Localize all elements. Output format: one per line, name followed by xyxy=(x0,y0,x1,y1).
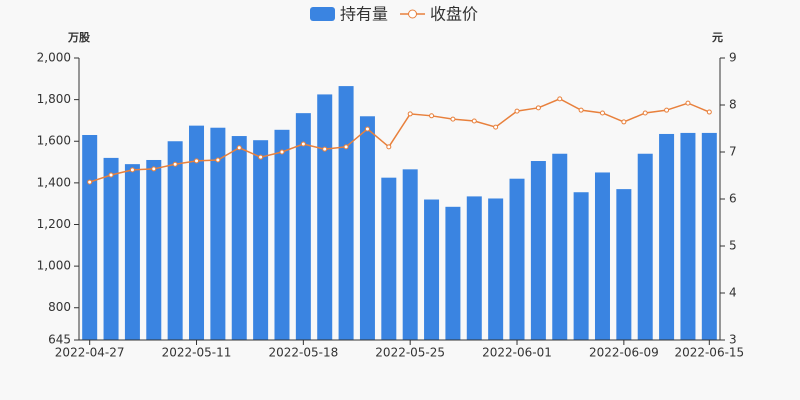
price-point xyxy=(129,167,135,173)
price-point xyxy=(557,96,563,102)
price-point xyxy=(642,110,648,116)
price-point xyxy=(343,144,349,150)
bar xyxy=(701,132,717,340)
y2-tick-label: 8 xyxy=(729,98,737,112)
x-tick-label: 2022-06-09 xyxy=(589,346,659,360)
y-tick-label: 1,600 xyxy=(37,134,71,148)
price-line xyxy=(89,98,710,183)
bar xyxy=(82,135,98,340)
price-point xyxy=(599,110,605,116)
price-point xyxy=(300,141,306,147)
x-tick-label: 2022-04-27 xyxy=(55,346,125,360)
price-point xyxy=(215,157,221,163)
bar xyxy=(488,198,504,340)
x-tick-label: 2022-05-11 xyxy=(162,346,232,360)
bar xyxy=(274,129,290,340)
y2-tick-label: 6 xyxy=(729,192,737,206)
legend-label: 持有量 xyxy=(340,5,388,24)
bar xyxy=(659,133,675,340)
price-point xyxy=(258,154,264,160)
price-point xyxy=(514,108,520,114)
bar xyxy=(167,141,183,340)
y-tick-label: 1,400 xyxy=(37,175,71,189)
price-point xyxy=(87,179,93,185)
price-point xyxy=(151,166,157,172)
price-point xyxy=(386,144,392,150)
y2-tick-label: 9 xyxy=(729,51,737,65)
bar xyxy=(402,169,418,340)
bar xyxy=(466,196,482,340)
x-tick-label: 2022-06-15 xyxy=(674,346,744,360)
bar xyxy=(637,153,653,340)
bar xyxy=(253,140,269,340)
price-point xyxy=(108,172,114,178)
price-point xyxy=(706,109,712,115)
price-point xyxy=(493,124,499,130)
price-point xyxy=(364,126,370,132)
bar xyxy=(189,125,205,341)
y2-tick-label: 3 xyxy=(729,333,737,347)
bar xyxy=(381,177,397,340)
y-tick-label: 1,800 xyxy=(37,92,71,106)
bar xyxy=(146,159,162,340)
price-point xyxy=(578,107,584,113)
price-point xyxy=(279,149,285,155)
price-point xyxy=(685,100,691,106)
x-tick-label: 2022-06-01 xyxy=(482,346,552,360)
y2-axis-label: 元 xyxy=(712,31,723,44)
y2-tick-label: 4 xyxy=(729,286,737,300)
legend-swatch xyxy=(408,9,418,19)
bar xyxy=(509,178,525,340)
bar xyxy=(552,153,568,340)
y-tick-label: 800 xyxy=(48,300,71,314)
bar xyxy=(359,116,375,340)
price-point xyxy=(535,105,541,111)
price-point xyxy=(407,111,413,117)
legend-swatch xyxy=(310,7,335,21)
price-point xyxy=(236,145,242,151)
price-point xyxy=(664,107,670,113)
bar xyxy=(594,172,610,340)
bar xyxy=(445,206,461,340)
y-tick-label: 1,200 xyxy=(37,217,71,231)
price-point xyxy=(172,161,178,167)
bar xyxy=(103,157,119,340)
y-tick-label: 645 xyxy=(48,333,71,347)
legend-label: 收盘价 xyxy=(430,5,478,24)
y-axis-label: 万股 xyxy=(67,31,91,44)
bar xyxy=(573,192,589,340)
price-point xyxy=(429,113,435,119)
bar xyxy=(124,164,140,340)
y2-tick-label: 5 xyxy=(729,239,737,253)
bar xyxy=(616,189,632,340)
bar xyxy=(210,127,226,340)
price-point xyxy=(194,158,200,164)
bar xyxy=(317,94,333,341)
bar xyxy=(231,136,247,340)
bar xyxy=(338,86,354,340)
y-tick-label: 1,000 xyxy=(37,259,71,273)
x-tick-label: 2022-05-18 xyxy=(268,346,338,360)
bar xyxy=(680,132,696,340)
y2-tick-label: 7 xyxy=(729,145,737,159)
bar xyxy=(424,199,440,340)
y-tick-label: 2,000 xyxy=(37,51,71,65)
bar xyxy=(295,113,311,340)
bar xyxy=(530,161,546,340)
x-tick-label: 2022-05-25 xyxy=(375,346,445,360)
price-point xyxy=(450,116,456,122)
price-point xyxy=(471,118,477,124)
price-point xyxy=(621,119,627,125)
price-point xyxy=(322,146,328,152)
